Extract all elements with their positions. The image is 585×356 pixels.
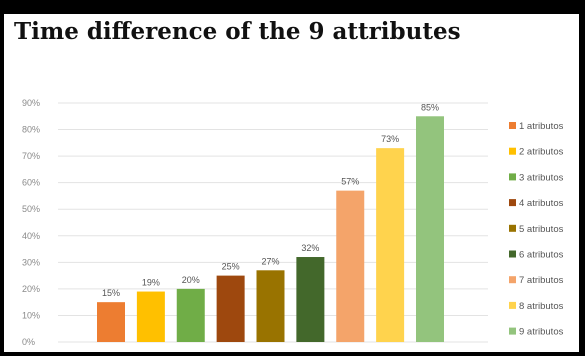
legend: 1 atributos 2 atributos 3 atributos 4 atrib… — [509, 121, 564, 338]
y-tick-label: 70% — [22, 151, 40, 161]
bar-8 — [376, 148, 405, 342]
data-label: 27% — [261, 256, 279, 266]
data-label: 20% — [182, 275, 200, 285]
bar-6 — [296, 257, 325, 342]
data-labels: 15% 19% 20% 25% 27% 32% 57% 73% 85% — [102, 102, 439, 298]
data-label: 32% — [301, 243, 319, 253]
y-tick-label: 60% — [22, 178, 40, 188]
legend-entry: 2 atributos — [519, 147, 564, 158]
bar-2 — [136, 291, 165, 342]
data-label: 15% — [102, 288, 120, 298]
legend-swatch — [509, 276, 516, 284]
bar-3 — [176, 288, 205, 342]
data-label: 85% — [421, 102, 439, 112]
legend-entry: 7 atributos — [519, 275, 564, 286]
y-tick-label: 0% — [22, 337, 35, 347]
legend-swatch — [509, 147, 516, 155]
y-tick-label: 80% — [22, 125, 40, 135]
legend-entry: 5 atributos — [519, 224, 564, 235]
legend-entry: 1 atributos — [519, 121, 564, 132]
bar-1 — [97, 302, 125, 342]
legend-entry: 9 atributos — [519, 327, 564, 338]
y-tick-label: 10% — [22, 310, 40, 320]
y-tick-label: 30% — [22, 257, 40, 267]
bar-4 — [216, 275, 245, 342]
legend-entry: 6 atributos — [519, 250, 564, 261]
legend-entry: 8 atributos — [519, 301, 564, 312]
data-label: 57% — [341, 177, 359, 187]
y-tick-label: 90% — [22, 98, 40, 108]
data-label: 73% — [381, 134, 399, 144]
y-tick-label: 50% — [22, 204, 40, 214]
data-label: 19% — [142, 278, 160, 288]
legend-swatch — [509, 327, 516, 335]
y-axis: 0% 10% 20% 30% 40% 50% 60% 70% 80% 90% — [22, 98, 40, 347]
top-border — [0, 0, 585, 14]
legend-swatch — [509, 199, 516, 207]
legend-swatch — [509, 301, 516, 309]
legend-entry: 4 atributos — [519, 198, 564, 209]
chart-title: Time difference of the 9 attributes — [14, 18, 461, 45]
legend-swatch — [509, 250, 516, 258]
bar-7 — [336, 190, 365, 342]
legend-swatch — [509, 122, 516, 129]
bar-5 — [256, 270, 285, 342]
bars — [97, 116, 444, 343]
data-label: 25% — [222, 262, 240, 272]
legend-swatch — [509, 173, 516, 181]
right-border — [579, 0, 585, 356]
legend-swatch — [509, 224, 516, 232]
legend-entry: 3 atributos — [519, 172, 564, 183]
y-tick-label: 20% — [22, 284, 40, 294]
y-tick-label: 40% — [22, 231, 40, 241]
bar-9 — [416, 116, 444, 343]
